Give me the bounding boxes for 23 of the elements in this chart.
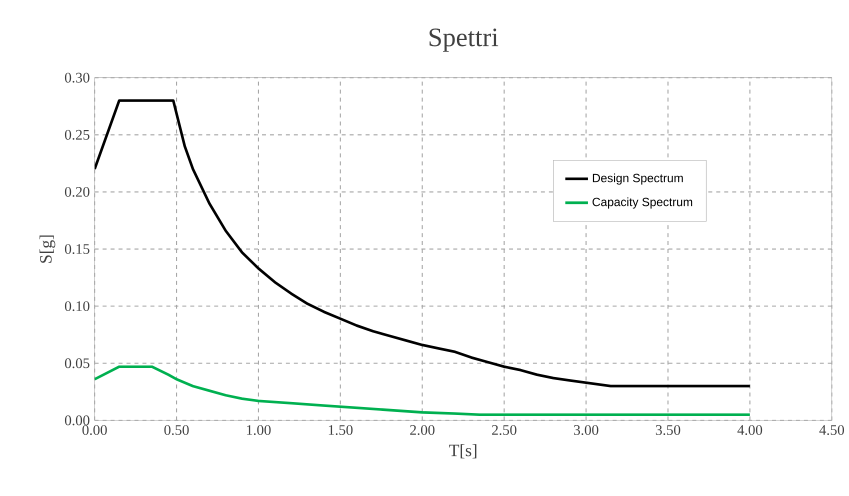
legend-label: Capacity Spectrum: [592, 197, 692, 209]
x-tick-label: 0.00: [82, 425, 107, 435]
x-tick-label: 3.00: [574, 425, 598, 435]
x-tick-label: 3.50: [656, 425, 680, 435]
x-tick-label: 2.00: [410, 425, 434, 435]
x-tick-label: 0.50: [164, 425, 189, 435]
y-tick-label: 0.05: [64, 358, 90, 368]
y-tick-label: 0.10: [64, 301, 90, 312]
y-tick-label: 0.20: [64, 186, 90, 197]
x-tick-label: 1.50: [328, 425, 353, 435]
x-axis-title: T[s]: [449, 444, 476, 458]
y-tick-label: 0.00: [64, 415, 90, 426]
line-series: [94, 99, 752, 388]
x-tick-label: 1.00: [246, 425, 271, 435]
y-tick-label: 0.30: [64, 72, 90, 83]
y-tick-label: 0.25: [64, 130, 90, 140]
y-tick-label: 0.15: [64, 244, 90, 254]
x-tick-label: 4.00: [737, 425, 762, 435]
x-tick-label: 2.50: [492, 425, 516, 435]
chart-title: Spettri: [430, 28, 498, 52]
x-tick-label: 4.50: [819, 425, 844, 435]
y-axis-title: S[g]: [40, 235, 56, 263]
legend-label: Design Spectrum: [592, 173, 683, 185]
